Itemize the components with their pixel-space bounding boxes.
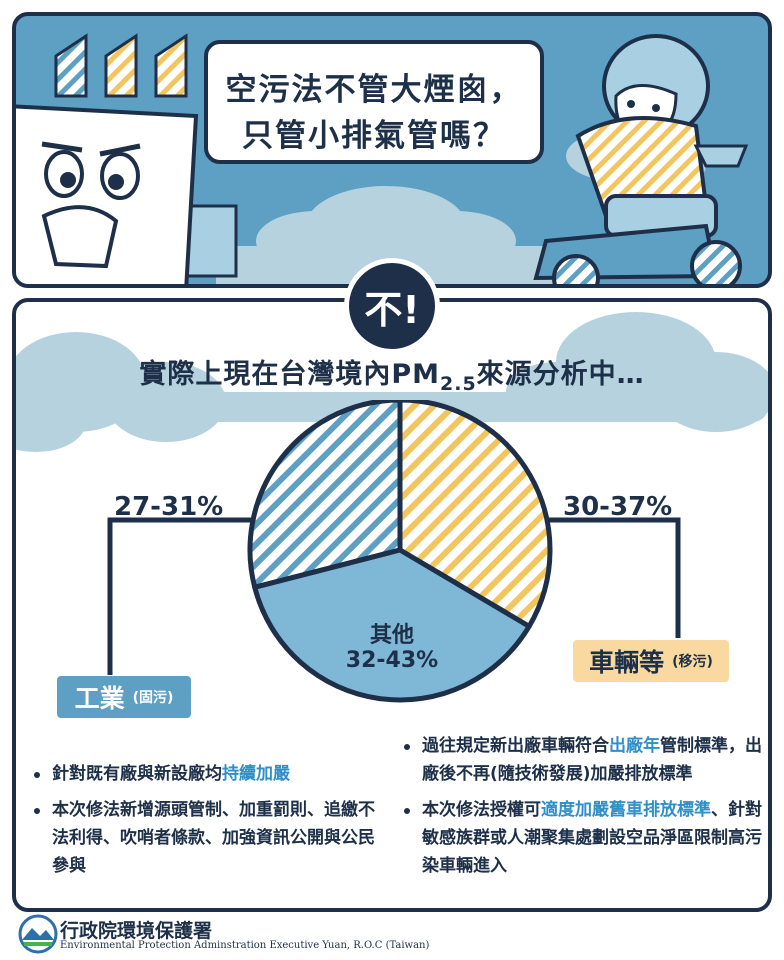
list-item: 針對既有廠與新設廠均持續加嚴 [34, 760, 384, 788]
epa-logo-icon [18, 914, 58, 954]
industry-tag-label: 工業 [74, 684, 125, 713]
answer-badge: 不! [344, 258, 440, 354]
industry-tag-sub: (固污) [132, 690, 174, 706]
bullet-text: 本次修法授權可 [422, 800, 541, 820]
bullet-highlight: 適度加嚴舊車排放標準 [541, 800, 711, 820]
vehicle-tag-sub: (移污) [672, 654, 713, 670]
vehicle-tag-label: 車輛等 [589, 648, 665, 677]
bullet-highlight: 持續加嚴 [222, 764, 290, 784]
bullet-text: 針對既有廠與新設廠均 [52, 764, 222, 784]
vehicle-tag: 車輛等 (移污) [573, 640, 729, 682]
list-item: 過往規定新出廠車輛符合出廠年管制標準，出廠後不再(隨技術發展)加嚴排放標準 [404, 732, 764, 788]
pie-slice [247, 400, 403, 590]
speech-line-2: 只管小排氣管嗎？ [242, 118, 506, 154]
bullet-text: 過往規定新出廠車輛符合 [422, 736, 609, 756]
pie-slice [252, 547, 532, 703]
headline-prefix: 實際上現在台灣境內PM [139, 359, 440, 390]
factory-icon [16, 33, 238, 284]
industry-tag: 工業 (固污) [57, 676, 191, 718]
info-panel [12, 298, 772, 912]
org-name-zh: 行政院環境保護署 [60, 920, 213, 942]
bullet-text: 、針對敏感族群或人潮聚集處劃設空品淨區限制高污染車輛進入 [422, 800, 762, 876]
bullet-text: 管制標準，出廠後不再(隨技術發展)加嚴排放標準 [422, 736, 762, 784]
list-item: 本次修法新增源頭管制、加重罰則、追繳不法利得、吹哨者條款、加強資訊公開與公民參與 [34, 796, 384, 880]
pie-chart [107, 400, 681, 703]
headline-suffix: 來源分析中… [476, 359, 645, 390]
speech-bubble: 空污法不管大煙囪， 只管小排氣管嗎？ [204, 40, 544, 164]
vehicle-percent: 30-37% [563, 492, 673, 522]
speech-line-1: 空污法不管大煙囪， [225, 72, 523, 108]
pie-slices [247, 400, 553, 703]
industry-percent: 27-31% [114, 492, 224, 522]
headline-subscript: 2.5 [440, 373, 477, 395]
industry-connector [107, 517, 280, 675]
industry-bullets: 針對既有廠與新設廠均持續加嚴 本次修法新增源頭管制、加重罰則、追繳不法利得、吹哨… [34, 760, 384, 888]
headline: 實際上現在台灣境內PM2.5來源分析中… [0, 352, 784, 395]
vehicle-connector [520, 517, 681, 638]
banner-illustration [16, 33, 749, 284]
list-item: 本次修法授權可適度加嚴舊車排放標準、針對敏感族群或人潮聚集處劃設空品淨區限制高污… [404, 796, 764, 880]
other-label: 其他 [369, 623, 414, 648]
org-name-en: Environmental Protection Adminstration E… [60, 940, 430, 951]
scooter-rider-icon [533, 34, 749, 284]
vehicle-bullets: 過往規定新出廠車輛符合出廠年管制標準，出廠後不再(隨技術發展)加嚴排放標準 本次… [404, 732, 764, 888]
bullet-highlight: 出廠年 [609, 736, 660, 756]
other-percent: 32-43% [345, 648, 439, 673]
